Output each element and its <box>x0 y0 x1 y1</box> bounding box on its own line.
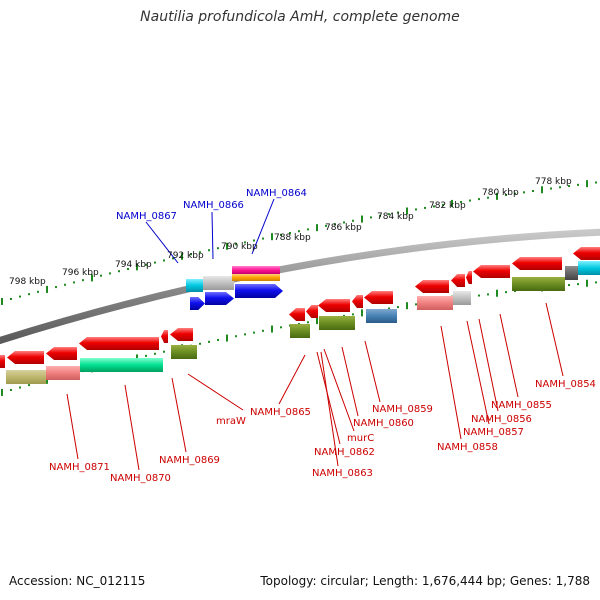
reverse-gene-label: NAMH_0855 <box>491 400 552 411</box>
feature-tracks <box>0 247 600 384</box>
reverse-gene-arrow <box>466 271 472 284</box>
forward-gene-label: NAMH_0864 <box>246 188 307 199</box>
reverse-leader <box>320 351 339 467</box>
reverse-leader <box>187 373 244 411</box>
kbp-scale-labels: 798 kbp 796 kbp 794 kbp 792 kbp 790 kbp 788 k… <box>9 177 572 287</box>
forward-gene-arrow <box>190 297 205 310</box>
outer-tick-ring <box>1 180 597 305</box>
reverse-gene-arrow <box>318 299 350 312</box>
reverse-gene-label: NAMH_0869 <box>159 455 220 466</box>
reverse-leader <box>545 302 564 377</box>
forward-gene-arrow <box>205 292 234 305</box>
kbp-label: 798 kbp <box>9 277 46 287</box>
map-title: Nautilia profundicola AmH, complete geno… <box>140 9 460 25</box>
reverse-cog-box <box>6 370 46 384</box>
forward-gene-arrow <box>235 284 283 298</box>
reverse-gene-label: NAMH_0863 <box>312 468 373 479</box>
reverse-gene-arrow <box>170 328 193 341</box>
forward-leader <box>211 211 214 260</box>
reverse-gene-arrow <box>46 347 77 360</box>
reverse-gene-label: NAMH_0858 <box>437 442 498 453</box>
reverse-gene-arrow <box>573 247 600 260</box>
reverse-leader <box>466 320 490 425</box>
reverse-gene-label: NAMH_0854 <box>535 379 596 390</box>
forward-cog-box <box>186 279 203 292</box>
reverse-leader <box>278 354 306 405</box>
reverse-gene-arrow <box>79 337 159 350</box>
accession-label: Accession: NC_012115 <box>9 574 146 588</box>
reverse-gene-label: NAMH_0865 <box>250 407 311 418</box>
kbp-label: 794 kbp <box>115 260 152 270</box>
reverse-gene-label: NAMH_0870 <box>110 473 171 484</box>
reverse-gene-arrow <box>0 355 5 368</box>
kbp-label: 780 kbp <box>482 188 519 198</box>
reverse-gene-label: NAMH_0859 <box>372 404 433 415</box>
reverse-gene-label: NAMH_0871 <box>49 462 110 473</box>
reverse-gene-label: NAMH_0860 <box>353 418 414 429</box>
reverse-gene-label: NAMH_0857 <box>463 427 524 438</box>
reverse-gene-arrow <box>512 257 562 270</box>
reverse-cog-box <box>578 261 600 275</box>
forward-gene-label: NAMH_0866 <box>183 200 244 211</box>
reverse-cog-box <box>171 345 197 359</box>
kbp-label: 790 kbp <box>221 242 258 252</box>
reverse-gene-arrow <box>364 291 393 304</box>
genome-backbone <box>0 228 600 345</box>
forward-leader <box>251 198 275 255</box>
kbp-label: 782 kbp <box>429 201 466 211</box>
label-leader-lines <box>66 198 564 471</box>
forward-leader <box>145 221 179 264</box>
reverse-gene-arrow <box>289 308 305 321</box>
reverse-cog-box <box>46 366 80 380</box>
kbp-label: 786 kbp <box>325 223 362 233</box>
reverse-gene-arrow <box>473 265 510 278</box>
kbp-label: 796 kbp <box>62 268 99 278</box>
reverse-leader <box>440 325 462 440</box>
reverse-leader <box>499 313 519 398</box>
reverse-cog-box <box>80 358 163 372</box>
reverse-cog-box <box>453 291 471 305</box>
reverse-cog-box <box>417 296 453 310</box>
reverse-leader <box>316 351 341 445</box>
reverse-gene-label: murC <box>347 433 374 444</box>
reverse-gene-arrow <box>352 295 363 308</box>
reverse-leader <box>323 348 355 432</box>
reverse-gene-label: mraW <box>216 416 246 427</box>
forward-cog-box <box>232 274 280 281</box>
forward-gene-label: NAMH_0867 <box>116 211 177 222</box>
reverse-cog-box <box>290 324 310 338</box>
reverse-gene-arrow <box>415 280 449 293</box>
reverse-leader <box>171 377 187 453</box>
kbp-label: 778 kbp <box>535 177 572 187</box>
forward-cog-box <box>203 276 234 290</box>
reverse-gene-label: NAMH_0862 <box>314 447 375 458</box>
reverse-cog-box <box>512 277 565 291</box>
gene-labels: NAMH_0867NAMH_0866NAMH_0864NAMH_0871NAMH… <box>49 188 596 484</box>
forward-cog-box <box>232 266 280 274</box>
reverse-gene-arrow <box>161 330 168 343</box>
reverse-cog-box <box>366 309 397 323</box>
reverse-leader <box>124 384 140 471</box>
reverse-leader <box>341 346 359 417</box>
reverse-leader <box>478 318 499 412</box>
reverse-gene-label: NAMH_0856 <box>471 414 532 425</box>
kbp-label: 784 kbp <box>377 212 414 222</box>
reverse-gene-arrow <box>7 351 44 364</box>
reverse-leader <box>66 393 79 460</box>
reverse-cog-box <box>319 316 355 330</box>
kbp-label: 792 kbp <box>167 251 204 261</box>
reverse-gene-arrow <box>306 305 318 318</box>
reverse-leader <box>364 340 381 403</box>
reverse-gene-arrow <box>451 274 465 287</box>
genome-summary: Topology: circular; Length: 1,676,444 bp… <box>260 574 590 588</box>
kbp-label: 788 kbp <box>274 233 311 243</box>
reverse-cog-box <box>565 266 578 280</box>
